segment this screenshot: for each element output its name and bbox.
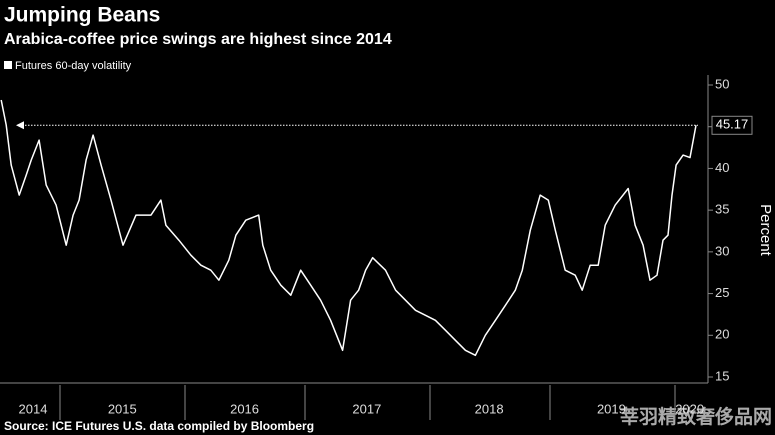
y-tick-label: 40 bbox=[715, 160, 729, 175]
x-tick-label: 2018 bbox=[475, 401, 504, 416]
y-tick-label: 25 bbox=[715, 285, 729, 300]
watermark: 莘羽精致奢侈品网 bbox=[620, 405, 772, 428]
y-tick-label: 30 bbox=[715, 243, 729, 258]
legend-label: Futures 60-day volatility bbox=[15, 60, 132, 72]
annotation-arrow bbox=[16, 121, 24, 130]
y-tick-label: 20 bbox=[715, 327, 729, 342]
year-separators bbox=[59, 385, 676, 420]
annotation-label: 45.17 bbox=[716, 117, 749, 132]
x-tick-label: 2017 bbox=[352, 401, 381, 416]
line-series bbox=[0, 99, 697, 357]
y-axis-label: Percent bbox=[757, 204, 774, 257]
annotation-box bbox=[711, 115, 753, 135]
y-tick-label: 15 bbox=[715, 368, 729, 383]
source: Source: ICE Futures U.S. data compiled b… bbox=[4, 419, 314, 433]
x-tick-label: 2019 bbox=[597, 401, 626, 416]
x-tick-label: 2014 bbox=[19, 401, 48, 416]
x-tick-label: 2015 bbox=[108, 401, 137, 416]
y-tick-label: 50 bbox=[715, 76, 729, 91]
chart-title: Jumping Beans bbox=[4, 4, 160, 27]
x-tick-label: 2020 bbox=[675, 401, 704, 416]
chart-subtitle: Arabica-coffee price swings are highest … bbox=[4, 31, 392, 48]
x-tick-label: 2016 bbox=[230, 401, 259, 416]
y-tick-label: 35 bbox=[715, 202, 729, 217]
legend-swatch bbox=[4, 61, 12, 69]
